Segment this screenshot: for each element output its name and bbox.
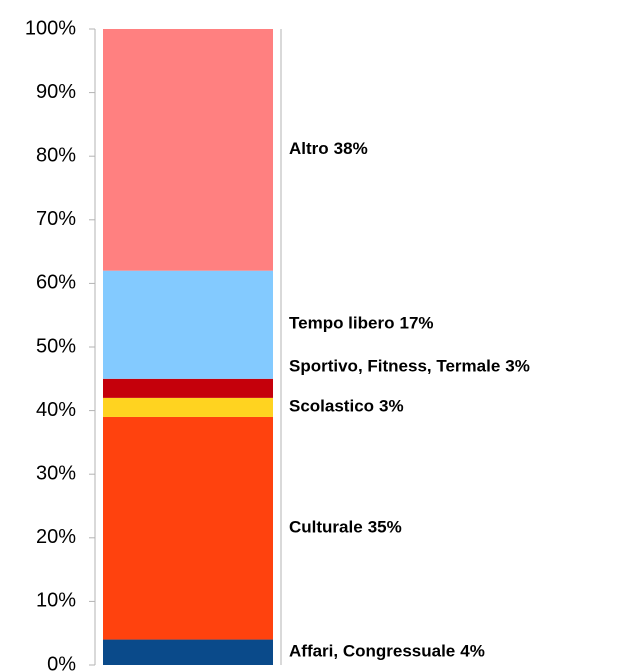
value-label: 17% [399,314,433,333]
y-tick-label: 50% [36,335,76,357]
bar-segment [103,397,273,417]
data-label: Scolastico 3% [289,397,404,416]
bar-segment [103,270,273,379]
y-tick-label: 10% [36,590,76,612]
data-label: Sportivo, Fitness, Termale 3% [289,357,530,376]
value-label: 3% [379,397,404,416]
y-tick-label: 30% [36,462,76,484]
bar-segment [103,639,273,665]
series-name: Affari, Congressuale [289,642,455,661]
data-label: Culturale 35% [289,518,402,537]
value-label: 35% [368,518,402,537]
series-name: Altro [289,139,329,158]
value-label: 4% [460,642,485,661]
y-tick-label: 100% [25,17,76,39]
y-tick-label: 70% [36,208,76,230]
value-label: 3% [505,357,530,376]
bar-segment [103,378,273,398]
bar-segment [103,29,273,271]
series-name: Tempo libero [289,314,394,333]
series-name: Culturale [289,518,363,537]
y-tick-label: 20% [36,526,76,548]
data-label: Affari, Congressuale 4% [289,642,485,661]
value-label: 38% [334,139,368,158]
series-name: Scolastico [289,397,374,416]
y-tick-label: 0% [47,653,76,672]
data-label: Tempo libero 17% [289,314,434,333]
y-tick-label: 60% [36,272,76,294]
y-tick-label: 80% [36,144,76,166]
data-label: Altro 38% [289,139,368,158]
series-name: Sportivo, Fitness, Termale [289,357,500,376]
y-tick-label: 90% [36,81,76,103]
y-tick-label: 40% [36,399,76,421]
bar-segment [103,416,273,640]
